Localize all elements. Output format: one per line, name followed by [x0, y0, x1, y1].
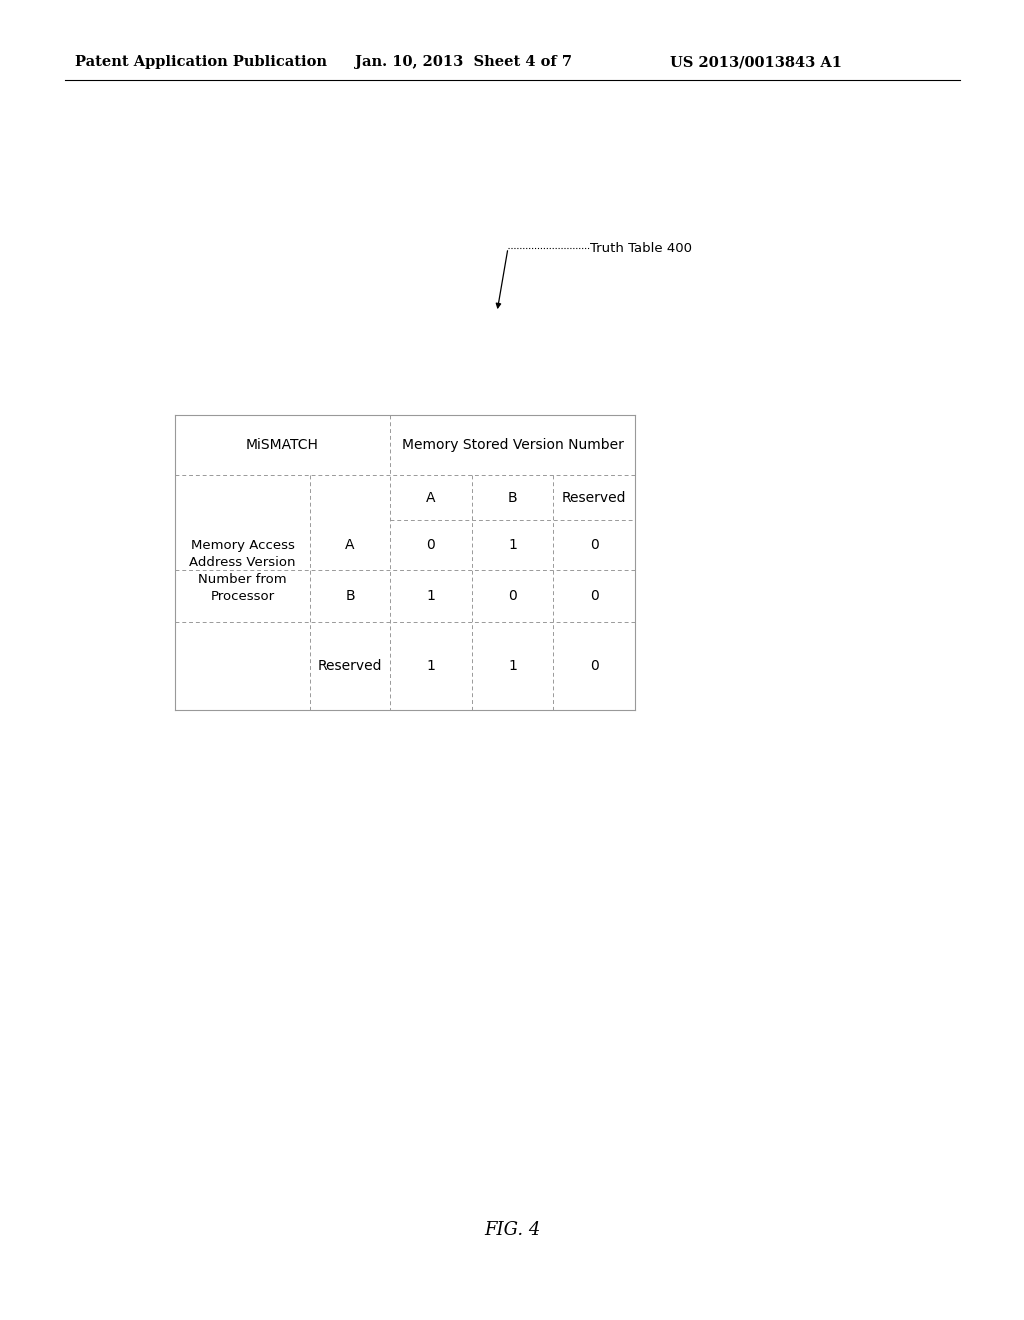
- Text: FIG. 4: FIG. 4: [483, 1221, 541, 1239]
- Text: A: A: [426, 491, 435, 504]
- Text: 1: 1: [508, 539, 517, 552]
- Text: B: B: [508, 491, 517, 504]
- Text: US 2013/0013843 A1: US 2013/0013843 A1: [670, 55, 842, 69]
- Text: 0: 0: [590, 589, 599, 603]
- Text: Truth Table 400: Truth Table 400: [590, 242, 692, 255]
- Text: 1: 1: [426, 589, 435, 603]
- Text: 0: 0: [508, 589, 517, 603]
- Text: 0: 0: [590, 539, 599, 552]
- Text: 0: 0: [426, 539, 435, 552]
- Text: Reserved: Reserved: [317, 659, 382, 673]
- Text: Patent Application Publication: Patent Application Publication: [75, 55, 327, 69]
- Text: MiSMATCH: MiSMATCH: [246, 438, 318, 451]
- Text: 1: 1: [426, 659, 435, 673]
- Text: B: B: [345, 589, 354, 603]
- Text: Memory Stored Version Number: Memory Stored Version Number: [401, 438, 624, 451]
- Text: Reserved: Reserved: [562, 491, 627, 504]
- Text: 0: 0: [590, 659, 599, 673]
- Text: 1: 1: [508, 659, 517, 673]
- Text: A: A: [345, 539, 354, 552]
- Text: Jan. 10, 2013  Sheet 4 of 7: Jan. 10, 2013 Sheet 4 of 7: [355, 55, 572, 69]
- Text: Memory Access
Address Version
Number from
Processor: Memory Access Address Version Number fro…: [189, 539, 296, 603]
